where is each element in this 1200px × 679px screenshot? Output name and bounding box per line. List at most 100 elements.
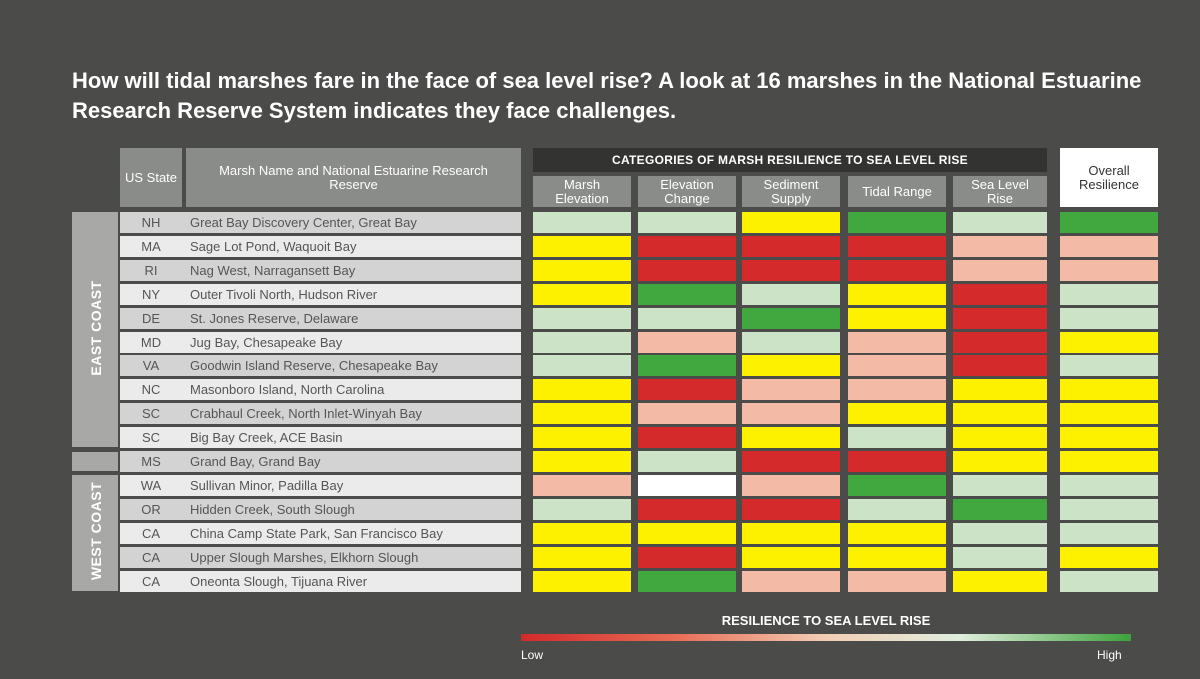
heatmap-cell xyxy=(848,212,946,233)
marsh-name-label: Sullivan Minor, Padilla Bay xyxy=(190,478,344,493)
state-label: VA xyxy=(142,358,160,373)
heatmap-cell xyxy=(953,379,1047,400)
heatmap-cell xyxy=(953,571,1047,592)
state-label: NC xyxy=(141,382,161,397)
state-label: NH xyxy=(141,215,161,230)
state-label: CA xyxy=(141,550,161,565)
table-row xyxy=(120,355,521,376)
heatmap-cell xyxy=(742,284,840,305)
header-sea-level-rise: Sea Level Rise xyxy=(953,176,1047,207)
header-overall-resilience: Overall Resilience xyxy=(1060,148,1158,207)
header-us-state: US State xyxy=(120,148,182,207)
chart-title: How will tidal marshes fare in the face … xyxy=(72,68,1142,123)
marsh-name-label: Jug Bay, Chesapeake Bay xyxy=(190,335,343,350)
heatmap-cell xyxy=(638,260,736,281)
heatmap-cell xyxy=(953,475,1047,496)
heatmap-cell xyxy=(848,451,946,472)
heatmap-cell xyxy=(953,403,1047,424)
heatmap-cell xyxy=(848,236,946,257)
heatmap-cell xyxy=(638,403,736,424)
west-coast-label: WEST COAST xyxy=(88,481,104,581)
state-label: MA xyxy=(141,239,161,254)
heatmap-cell xyxy=(1060,547,1158,568)
table-row xyxy=(120,308,521,329)
table-row xyxy=(120,236,521,257)
table-row xyxy=(120,523,521,544)
state-label: RI xyxy=(144,263,158,278)
heatmap-cell xyxy=(638,308,736,329)
heatmap-cell xyxy=(742,212,840,233)
heatmap-cell xyxy=(1060,451,1158,472)
heatmap-cell xyxy=(848,284,946,305)
heatmap-cell xyxy=(533,236,631,257)
marsh-name-label: Oneonta Slough, Tijuana River xyxy=(190,574,368,589)
heatmap-cell xyxy=(848,260,946,281)
header-elevation-change: Elevation Change xyxy=(638,176,736,207)
heatmap-cell xyxy=(638,499,736,520)
state-label: MS xyxy=(141,454,161,469)
marsh-name-label: Hidden Creek, South Slough xyxy=(190,502,355,517)
marsh-name-label: Upper Slough Marshes, Elkhorn Slough xyxy=(190,550,419,565)
marsh-name-label: Big Bay Creek, ACE Basin xyxy=(190,430,343,445)
table-row xyxy=(120,475,521,496)
header-marsh-name: Marsh Name and National Estuarine Resear… xyxy=(186,148,521,207)
heatmap-cell xyxy=(848,403,946,424)
heatmap-cell xyxy=(742,308,840,329)
heatmap-cell xyxy=(533,212,631,233)
west-coast-bar xyxy=(72,475,118,591)
heatmap-cell xyxy=(533,475,631,496)
marsh-name-label: Crabhaul Creek, North Inlet-Winyah Bay xyxy=(190,406,422,421)
state-label: DE xyxy=(141,311,161,326)
heatmap-cell xyxy=(1060,355,1158,376)
heatmap-cell xyxy=(953,260,1047,281)
heatmap-cell xyxy=(848,355,946,376)
legend-low-label: Low xyxy=(521,648,544,662)
heatmap-cell xyxy=(638,332,736,353)
heatmap-cell xyxy=(953,451,1047,472)
state-label: WA xyxy=(140,478,162,493)
heatmap-cell xyxy=(638,284,736,305)
heatmap-cell xyxy=(742,475,840,496)
table-row xyxy=(120,212,521,233)
header-sediment-supply: Sediment Supply xyxy=(742,176,840,207)
heatmap-cell xyxy=(1060,475,1158,496)
heatmap-cell xyxy=(953,308,1047,329)
heatmap-cell xyxy=(848,332,946,353)
heatmap-cell xyxy=(1060,427,1158,448)
table-row xyxy=(120,403,521,424)
marsh-name-label: Outer Tivoli North, Hudson River xyxy=(190,287,378,302)
heatmap-cell xyxy=(638,475,736,496)
heatmap-cell xyxy=(953,212,1047,233)
heatmap-cell xyxy=(533,284,631,305)
marsh-name-label: Goodwin Island Reserve, Chesapeake Bay xyxy=(190,358,438,373)
heatmap-cell xyxy=(953,523,1047,544)
legend-gradient-bar xyxy=(521,634,1131,641)
heatmap-cell xyxy=(533,379,631,400)
heatmap-cell xyxy=(1060,499,1158,520)
heatmap-cell xyxy=(742,451,840,472)
heatmap-cell xyxy=(638,451,736,472)
marsh-name-label: Grand Bay, Grand Bay xyxy=(190,454,321,469)
heatmap-cell xyxy=(638,427,736,448)
table-row xyxy=(120,379,521,400)
header-marsh-elevation: Marsh Elevation xyxy=(533,176,631,207)
state-label: OR xyxy=(141,502,161,517)
legend-title: RESILIENCE TO SEA LEVEL RISE xyxy=(721,613,931,628)
heatmap-cell xyxy=(742,427,840,448)
heatmap-cell xyxy=(533,260,631,281)
heatmap-cell xyxy=(1060,236,1158,257)
state-label: NY xyxy=(141,287,161,302)
heatmap-cell xyxy=(742,547,840,568)
heatmap-cell xyxy=(1060,403,1158,424)
heatmap-cell xyxy=(533,403,631,424)
heatmap-cell xyxy=(533,499,631,520)
heatmap-cell xyxy=(848,427,946,448)
heatmap-cell xyxy=(533,308,631,329)
heatmap-cell xyxy=(1060,571,1158,592)
heatmap-cell xyxy=(848,571,946,592)
table-row xyxy=(120,260,521,281)
heatmap-cell xyxy=(638,212,736,233)
east-coast-bar xyxy=(72,212,118,447)
state-label: MD xyxy=(140,335,162,350)
heatmap-cell xyxy=(953,547,1047,568)
